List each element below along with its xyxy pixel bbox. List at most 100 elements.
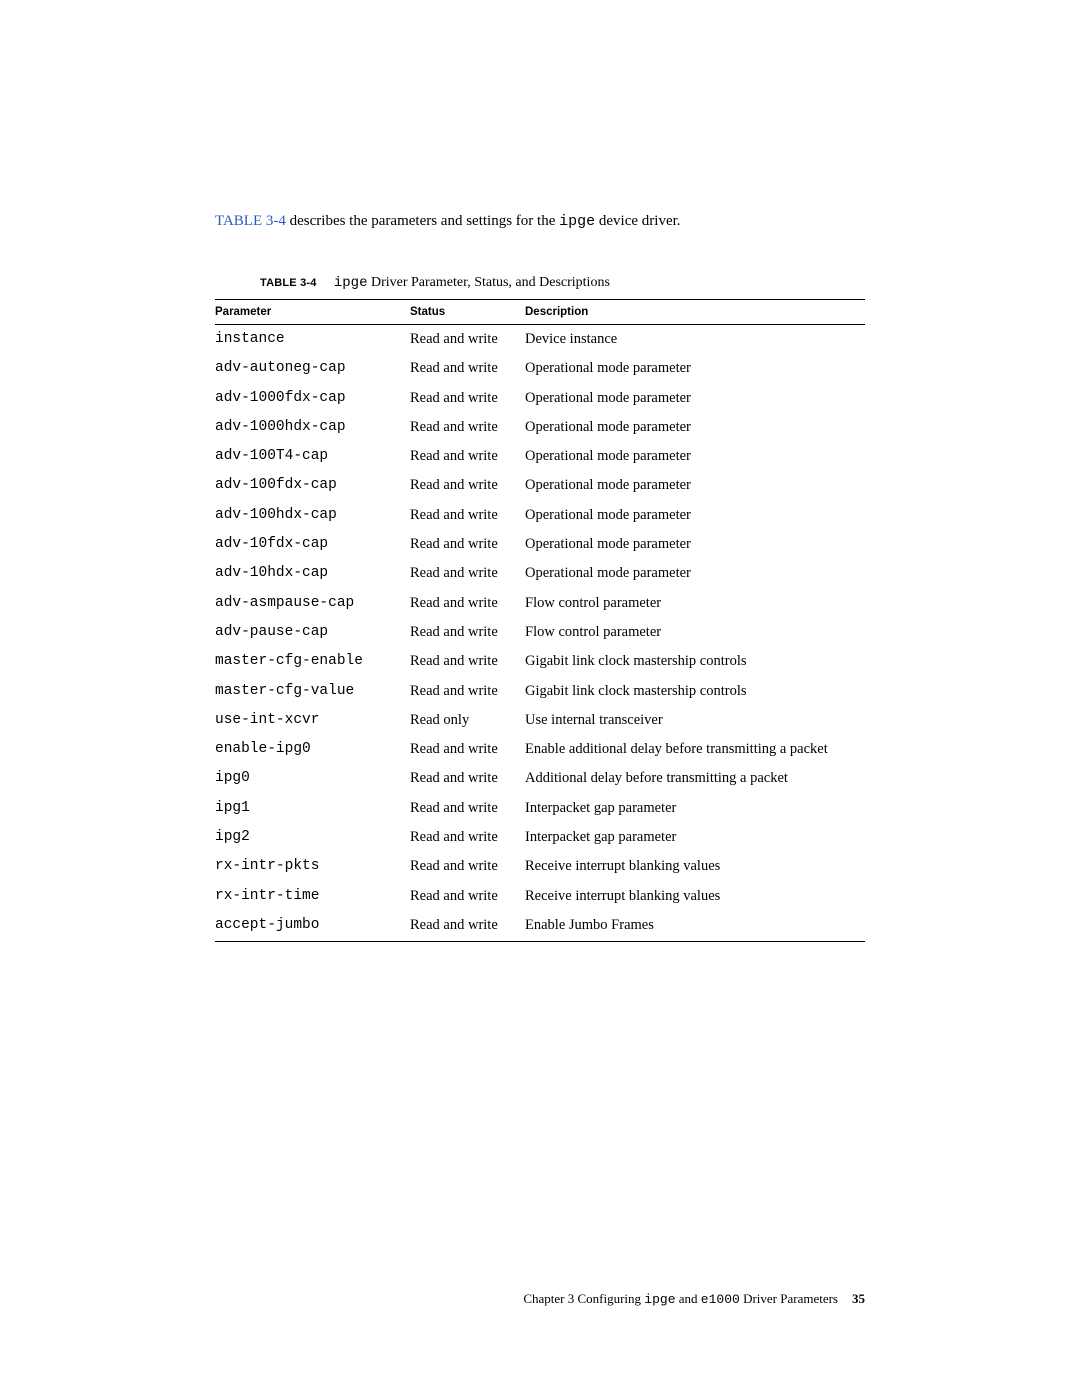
footer-mono-1: ipge [644, 1292, 675, 1307]
cell-status: Read and write [410, 764, 525, 793]
cell-parameter: instance [215, 324, 410, 354]
cell-parameter: adv-asmpause-cap [215, 588, 410, 617]
cell-status: Read and write [410, 617, 525, 646]
cell-description: Gigabit link clock mastership controls [525, 647, 865, 676]
cell-description: Operational mode parameter [525, 383, 865, 412]
cell-description: Use internal transceiver [525, 705, 865, 734]
header-status: Status [410, 299, 525, 324]
cell-status: Read and write [410, 383, 525, 412]
cell-description: Operational mode parameter [525, 471, 865, 500]
table-header-row: Parameter Status Description [215, 299, 865, 324]
cell-description: Additional delay before transmitting a p… [525, 764, 865, 793]
cell-status: Read and write [410, 588, 525, 617]
table-row: accept-jumboRead and writeEnable Jumbo F… [215, 910, 865, 941]
cell-status: Read and write [410, 735, 525, 764]
table-ref-link[interactable]: TABLE 3-4 [215, 213, 286, 229]
table-row: adv-100hdx-capRead and writeOperational … [215, 500, 865, 529]
cell-description: Operational mode parameter [525, 559, 865, 588]
cell-status: Read and write [410, 324, 525, 354]
cell-description: Enable additional delay before transmitt… [525, 735, 865, 764]
cell-description: Operational mode parameter [525, 442, 865, 471]
page-footer: Chapter 3 Configuring ipge and e1000 Dri… [523, 1291, 865, 1307]
cell-status: Read and write [410, 354, 525, 383]
header-description: Description [525, 299, 865, 324]
table-row: ipg2Read and writeInterpacket gap parame… [215, 823, 865, 852]
cell-parameter: rx-intr-pkts [215, 852, 410, 881]
intro-text-before: describes the parameters and settings fo… [286, 213, 559, 229]
cell-description: Device instance [525, 324, 865, 354]
cell-parameter: enable-ipg0 [215, 735, 410, 764]
cell-description: Interpacket gap parameter [525, 823, 865, 852]
cell-description: Gigabit link clock mastership controls [525, 676, 865, 705]
cell-description: Flow control parameter [525, 617, 865, 646]
table-row: adv-asmpause-capRead and writeFlow contr… [215, 588, 865, 617]
table-row: rx-intr-pktsRead and writeReceive interr… [215, 852, 865, 881]
cell-description: Flow control parameter [525, 588, 865, 617]
cell-status: Read and write [410, 852, 525, 881]
cell-description: Interpacket gap parameter [525, 793, 865, 822]
cell-parameter: adv-100hdx-cap [215, 500, 410, 529]
footer-chapter: Chapter 3 Configuring [523, 1291, 644, 1306]
cell-status: Read and write [410, 881, 525, 910]
table-row: ipg1Read and writeInterpacket gap parame… [215, 793, 865, 822]
cell-parameter: adv-100fdx-cap [215, 471, 410, 500]
table-row: adv-autoneg-capRead and writeOperational… [215, 354, 865, 383]
cell-parameter: adv-1000hdx-cap [215, 412, 410, 441]
cell-parameter: adv-autoneg-cap [215, 354, 410, 383]
page: TABLE 3-4 describes the parameters and s… [0, 0, 1080, 1397]
cell-status: Read and write [410, 910, 525, 941]
table-row: ipg0Read and writeAdditional delay befor… [215, 764, 865, 793]
intro-mono: ipge [559, 213, 595, 230]
page-number: 35 [852, 1291, 865, 1306]
table-caption: TABLE 3-4 ipge Driver Parameter, Status,… [215, 274, 865, 291]
cell-description: Enable Jumbo Frames [525, 910, 865, 941]
footer-tail: Driver Parameters [740, 1291, 838, 1306]
cell-parameter: master-cfg-enable [215, 647, 410, 676]
table-row: adv-1000hdx-capRead and writeOperational… [215, 412, 865, 441]
cell-status: Read only [410, 705, 525, 734]
cell-parameter: ipg1 [215, 793, 410, 822]
table-row: adv-100T4-capRead and writeOperational m… [215, 442, 865, 471]
cell-parameter: ipg0 [215, 764, 410, 793]
cell-status: Read and write [410, 823, 525, 852]
table-row: adv-100fdx-capRead and writeOperational … [215, 471, 865, 500]
table-row: adv-pause-capRead and writeFlow control … [215, 617, 865, 646]
cell-parameter: adv-10hdx-cap [215, 559, 410, 588]
cell-parameter: master-cfg-value [215, 676, 410, 705]
footer-mid: and [676, 1291, 701, 1306]
cell-status: Read and write [410, 442, 525, 471]
table-row: enable-ipg0Read and writeEnable addition… [215, 735, 865, 764]
cell-description: Operational mode parameter [525, 354, 865, 383]
cell-parameter: use-int-xcvr [215, 705, 410, 734]
cell-status: Read and write [410, 500, 525, 529]
cell-status: Read and write [410, 676, 525, 705]
caption-label: TABLE 3-4 [260, 277, 317, 289]
table-row: instanceRead and writeDevice instance [215, 324, 865, 354]
parameter-table: Parameter Status Description instanceRea… [215, 299, 865, 943]
cell-parameter: adv-pause-cap [215, 617, 410, 646]
table-row: master-cfg-valueRead and writeGigabit li… [215, 676, 865, 705]
footer-mono-2: e1000 [701, 1292, 740, 1307]
cell-description: Operational mode parameter [525, 530, 865, 559]
caption-mono: ipge [334, 275, 368, 291]
cell-status: Read and write [410, 471, 525, 500]
cell-description: Operational mode parameter [525, 412, 865, 441]
cell-status: Read and write [410, 793, 525, 822]
table-row: adv-1000fdx-capRead and writeOperational… [215, 383, 865, 412]
cell-parameter: ipg2 [215, 823, 410, 852]
table-row: rx-intr-timeRead and writeReceive interr… [215, 881, 865, 910]
cell-description: Receive interrupt blanking values [525, 852, 865, 881]
cell-parameter: accept-jumbo [215, 910, 410, 941]
cell-description: Receive interrupt blanking values [525, 881, 865, 910]
table-row: master-cfg-enableRead and writeGigabit l… [215, 647, 865, 676]
cell-status: Read and write [410, 412, 525, 441]
intro-paragraph: TABLE 3-4 describes the parameters and s… [215, 210, 865, 234]
caption-rest: Driver Parameter, Status, and Descriptio… [367, 275, 609, 290]
cell-parameter: adv-1000fdx-cap [215, 383, 410, 412]
table-row: adv-10fdx-capRead and writeOperational m… [215, 530, 865, 559]
cell-parameter: rx-intr-time [215, 881, 410, 910]
cell-status: Read and write [410, 530, 525, 559]
table-row: adv-10hdx-capRead and writeOperational m… [215, 559, 865, 588]
intro-text-after: device driver. [595, 213, 680, 229]
table-row: use-int-xcvrRead onlyUse internal transc… [215, 705, 865, 734]
